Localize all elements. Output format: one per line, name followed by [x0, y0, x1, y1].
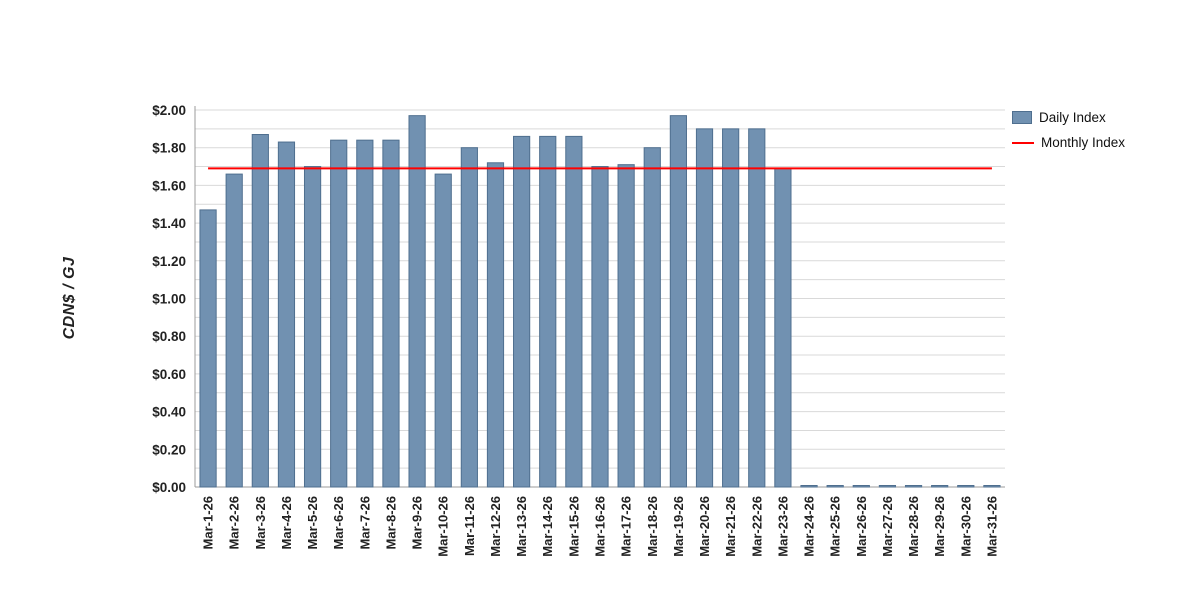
x-tick-label: Mar-12-26 — [488, 496, 503, 557]
legend-label-monthly-index: Monthly Index — [1041, 135, 1126, 150]
x-tick-label: Mar-22-26 — [749, 496, 764, 557]
bar-Mar-12-26 — [486, 162, 505, 488]
y-tick-label: $0.00 — [152, 480, 186, 495]
y-tick-label: $1.60 — [152, 178, 186, 193]
daily-index-swatch — [1012, 111, 1032, 124]
y-tick-label: $0.80 — [152, 329, 186, 344]
bar-Mar-13-26 — [513, 135, 531, 488]
y-tick-label: $0.20 — [152, 442, 186, 457]
legend-item-monthly-index: Monthly Index — [1012, 135, 1125, 150]
x-tick-label: Mar-25-26 — [828, 496, 843, 557]
y-tick-label: $2.00 — [152, 103, 186, 118]
x-tick-label: Mar-6-26 — [331, 496, 346, 549]
x-tick-label: Mar-16-26 — [593, 496, 608, 557]
x-tick-label: Mar-17-26 — [619, 496, 634, 557]
x-tick-label: Mar-10-26 — [436, 496, 451, 557]
monthly-index-swatch — [1012, 141, 1034, 144]
x-tick-label: Mar-3-26 — [253, 496, 268, 549]
bar-Mar-22-26 — [748, 128, 766, 488]
bar-Mar-29-26 — [931, 485, 949, 488]
x-tick-label: Mar-14-26 — [540, 496, 555, 557]
bar-Mar-30-26 — [957, 485, 975, 488]
x-tick-label: Mar-9-26 — [410, 496, 425, 549]
bar-Mar-6-26 — [330, 139, 348, 488]
bar-Mar-9-26 — [408, 115, 426, 488]
bar-Mar-19-26 — [669, 115, 687, 488]
bar-Mar-18-26 — [643, 147, 661, 488]
bar-Mar-1-26 — [199, 209, 217, 488]
x-tick-label: Mar-7-26 — [357, 496, 372, 549]
bar-Mar-26-26 — [852, 485, 870, 488]
y-tick-label: $1.20 — [152, 254, 186, 269]
y-tick-label: $1.80 — [152, 141, 186, 156]
bar-Mar-11-26 — [460, 147, 478, 488]
y-tick-label: $0.40 — [152, 405, 186, 420]
x-tick-label: Mar-23-26 — [775, 496, 790, 557]
bar-Mar-27-26 — [878, 485, 897, 488]
x-tick-label: Mar-1-26 — [201, 496, 216, 549]
bar-Mar-28-26 — [904, 485, 923, 488]
x-tick-label: Mar-2-26 — [227, 496, 242, 549]
x-tick-label: Mar-5-26 — [305, 496, 320, 549]
bar-Mar-16-26 — [591, 166, 609, 488]
bar-Mar-14-26 — [539, 135, 557, 488]
bar-Mar-31-26 — [983, 485, 1001, 488]
x-tick-label: Mar-29-26 — [932, 496, 947, 557]
y-tick-label: $1.00 — [152, 292, 186, 307]
x-tick-label: Mar-15-26 — [566, 496, 581, 557]
bar-Mar-25-26 — [826, 485, 844, 488]
bar-Mar-20-26 — [695, 128, 714, 488]
bar-Mar-23-26 — [774, 167, 792, 488]
x-tick-label: Mar-20-26 — [697, 496, 712, 557]
bar-Mar-8-26 — [382, 139, 400, 488]
x-tick-label: Mar-27-26 — [880, 496, 895, 557]
bar-Mar-15-26 — [565, 135, 583, 488]
bar-Mar-2-26 — [225, 173, 243, 488]
bar-Mar-4-26 — [277, 141, 296, 488]
legend-label-daily-index: Daily Index — [1039, 110, 1106, 125]
x-tick-label: Mar-30-26 — [958, 496, 973, 557]
x-tick-label: Mar-31-26 — [984, 496, 999, 557]
bar-Mar-17-26 — [617, 164, 635, 488]
x-tick-label: Mar-24-26 — [802, 496, 817, 557]
x-tick-label: Mar-13-26 — [514, 496, 529, 557]
x-tick-label: Mar-11-26 — [462, 496, 477, 556]
y-tick-label: $1.40 — [152, 216, 186, 231]
legend-item-daily-index: Daily Index — [1012, 110, 1125, 125]
bar-Mar-24-26 — [800, 485, 818, 488]
bar-Mar-21-26 — [722, 128, 740, 488]
bar-Mar-5-26 — [303, 166, 322, 488]
x-tick-label: Mar-19-26 — [671, 496, 686, 557]
bar-Mar-3-26 — [251, 134, 269, 488]
x-tick-label: Mar-21-26 — [723, 496, 738, 557]
bar-Mar-10-26 — [434, 173, 452, 488]
x-tick-label: Mar-8-26 — [383, 496, 398, 549]
x-tick-label: Mar-4-26 — [279, 496, 294, 549]
bar-Mar-7-26 — [356, 139, 374, 488]
x-tick-label: Mar-26-26 — [854, 496, 869, 557]
x-tick-label: Mar-18-26 — [645, 496, 660, 557]
legend: Daily Index Monthly Index — [1012, 110, 1125, 150]
y-tick-label: $0.60 — [152, 367, 186, 382]
x-tick-label: Mar-28-26 — [906, 496, 921, 557]
